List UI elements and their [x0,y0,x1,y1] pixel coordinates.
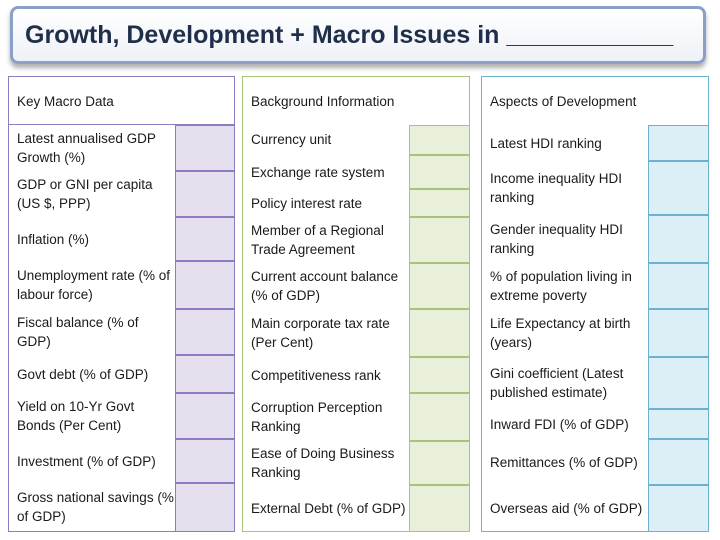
value-field[interactable] [648,409,709,439]
value-field[interactable] [648,439,709,485]
value-field[interactable] [175,261,235,309]
value-field[interactable] [409,357,470,393]
value-field[interactable] [409,441,470,485]
table-row-label: Life Expectancy at birth (years) [490,316,631,350]
value-field[interactable] [175,483,235,532]
table-row-label: Current account balance (% of GDP) [251,269,399,303]
column-header: Aspects of Development [490,93,637,109]
value-field[interactable] [175,393,235,439]
key-macro-data-column: Key Macro Data Latest annualised GDP Gro… [8,76,235,532]
value-field[interactable] [175,217,235,261]
table-row-label: Fiscal balance (% of GDP) [17,315,139,349]
value-field[interactable] [409,125,470,155]
table-row-label: Yield on 10-Yr Govt Bonds (Per Cent) [17,399,135,433]
value-field[interactable] [648,485,709,532]
table-row-label: Income inequality HDI ranking [490,171,623,205]
table-row-label: % of population living in extreme povert… [490,269,632,303]
table-row-label: Exchange rate system [251,164,385,180]
table-row-label: Unemployment rate (% of labour force) [17,268,171,302]
value-field[interactable] [648,215,709,263]
table-row-label: Main corporate tax rate (Per Cent) [251,316,390,350]
table-row-label: Gross national savings (% of GDP) [17,490,174,524]
table-row-label: GDP or GNI per capita (US $, PPP) [17,177,153,211]
table-row-label: Ease of Doing Business Ranking [251,446,395,480]
title-banner: Growth, Development + Macro Issues in __… [10,6,706,64]
page-title: Growth, Development + Macro Issues in __… [25,21,674,49]
table-row-label: Corruption Perception Ranking [251,400,383,434]
value-field[interactable] [409,485,470,532]
column-header: Key Macro Data [17,93,114,109]
value-field[interactable] [648,309,709,357]
value-field[interactable] [175,439,235,483]
value-field[interactable] [409,309,470,357]
row-divider [9,124,234,125]
value-field[interactable] [648,263,709,309]
value-field[interactable] [409,217,470,263]
value-field[interactable] [409,263,470,309]
value-field[interactable] [409,393,470,441]
table-row-label: External Debt (% of GDP) [251,500,406,516]
table-row-label: Member of a Regional Trade Agreement [251,223,384,257]
background-information-column: Background Information Currency unit Exc… [242,76,470,532]
value-field[interactable] [175,309,235,355]
value-field[interactable] [175,355,235,393]
table-row-label: Govt debt (% of GDP) [17,366,149,382]
table-row-label: Gini coefficient (Latest published estim… [490,366,624,400]
table-row-label: Inflation (%) [17,231,90,247]
table-row-label: Policy interest rate [251,195,363,211]
column-header: Background Information [251,93,395,109]
table-row-label: Gender inequality HDI ranking [490,222,623,256]
aspects-of-development-column: Aspects of Development Latest HDI rankin… [481,76,709,532]
table-row-label: Remittances (% of GDP) [490,454,638,470]
value-field[interactable] [648,161,709,215]
table-row-label: Latest HDI ranking [490,135,602,151]
value-field[interactable] [175,125,235,171]
table-row-label: Inward FDI (% of GDP) [490,416,629,432]
table-row-label: Overseas aid (% of GDP) [490,500,643,516]
table-row-label: Latest annualised GDP Growth (%) [17,131,156,165]
table-row-label: Investment (% of GDP) [17,453,156,469]
value-field[interactable] [648,357,709,409]
value-field[interactable] [648,125,709,161]
table-row-label: Currency unit [251,131,332,147]
table-row-label: Competitiveness rank [251,367,381,383]
value-field[interactable] [409,155,470,189]
value-field[interactable] [409,189,470,217]
value-field[interactable] [175,171,235,217]
